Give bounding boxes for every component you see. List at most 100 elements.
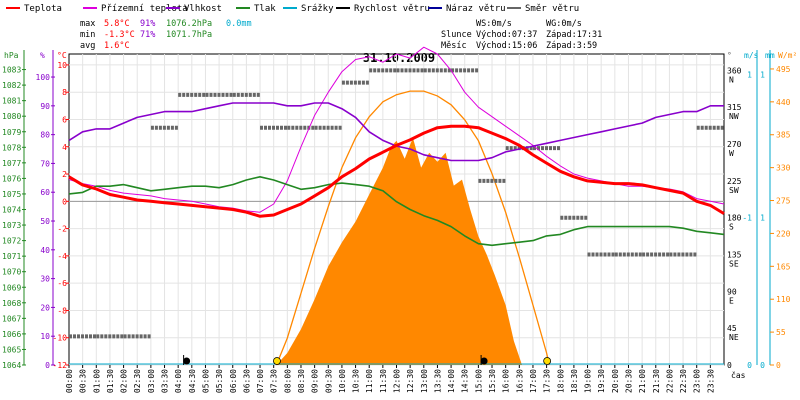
time-tick-label: 21:00 [638, 369, 647, 393]
time-tick-label: 09:00 [311, 369, 320, 393]
time-axis-ticks: 00:00 00:30 01:00 01:30 02:00 02:30 03:00 03:30… [65, 365, 715, 393]
unit-ms: m/s [744, 51, 759, 60]
stats-avg-temp: 1.6°C [104, 41, 130, 51]
stats-min-label: min [80, 30, 95, 40]
time-tick-label: 11:00 [365, 369, 374, 393]
time-tick-label: 04:30 [188, 369, 197, 393]
time-tick-label: 10:00 [338, 369, 347, 393]
time-tick-label: 02:30 [133, 369, 142, 393]
time-tick-label: 13:30 [433, 369, 442, 393]
pressure-tick-label: 1072 [2, 237, 21, 246]
time-tick-label: 18:00 [556, 369, 565, 393]
wind-direction-compass-label: E [729, 296, 734, 305]
pressure-tick-label: 1064 [2, 361, 21, 370]
time-tick-label: 12:00 [393, 369, 402, 393]
pressure-tick-label: 1082 [2, 81, 21, 90]
info-moon-label: Měsíc [441, 41, 467, 51]
info-sunrise: Východ:07:37 [476, 30, 537, 40]
wind-direction-tick-label: 0 [727, 361, 732, 370]
temperature-tick-label: 6 [62, 115, 67, 124]
pressure-tick-label: 1076 [2, 174, 21, 183]
stats-max-temp: 5.8°C [104, 19, 130, 29]
pressure-tick-label: 1069 [2, 283, 21, 292]
humidity-tick-label: 0 [45, 361, 50, 370]
stats-min-pressure: 1071.7hPa [166, 30, 212, 40]
wind-direction-compass-label: S [729, 223, 734, 232]
time-tick-label: 03:30 [161, 369, 170, 393]
wind-direction-tick-label: 270 [727, 140, 742, 149]
temperature-tick-label: -8 [57, 306, 67, 315]
time-tick-label: 00:30 [79, 369, 88, 393]
wind-speed-tick-label: 0 [747, 361, 752, 370]
pressure-tick-label: 1075 [2, 190, 21, 199]
solar-tick-label: 385 [776, 131, 791, 140]
time-tick-label: 08:30 [297, 369, 306, 393]
unit-celsius: °C [57, 51, 67, 60]
legend-label-wind-direction: Směr větru [525, 4, 579, 14]
wind-direction-layer [69, 68, 724, 339]
time-tick-label: 05:30 [215, 369, 224, 393]
temperature-tick-label: 8 [62, 88, 67, 97]
temperature-tick-label: 4 [62, 143, 67, 152]
wind-direction-compass-label: NW [729, 112, 739, 121]
time-tick-label: 00:00 [65, 369, 74, 393]
time-tick-label: 10:30 [352, 369, 361, 393]
info-wind-speed: WS:0m/s [476, 19, 512, 29]
temperature-tick-label: -4 [57, 252, 67, 261]
time-tick-label: 22:30 [679, 369, 688, 393]
stats-max-rain: 0.0mm [226, 19, 252, 29]
solar-radiation-layer [275, 90, 550, 366]
pressure-tick-label: 1081 [2, 97, 21, 106]
sunset-marker [543, 357, 552, 365]
pressure-tick-label: 1078 [2, 143, 21, 152]
pressure-tick-label: 1073 [2, 221, 21, 230]
time-tick-label: 16:00 [502, 369, 511, 393]
time-tick-label: 01:30 [106, 369, 115, 393]
solar-tick-label: 275 [776, 197, 791, 206]
axis-ticks: 1083108210811080107910781077107610751074… [2, 61, 791, 370]
stats-min-humidity: 71% [140, 30, 155, 40]
sun-moon-markers [183, 355, 552, 365]
series-line-teplota [68, 124, 725, 218]
time-tick-label: 17:30 [543, 369, 552, 393]
pressure-tick-label: 1077 [2, 159, 21, 168]
solar-tick-label: 55 [776, 328, 786, 337]
temperature-tick-label: -6 [57, 279, 67, 288]
unit-degrees: ° [727, 51, 732, 60]
wind-direction-compass-label: SE [729, 260, 739, 269]
temperature-tick-label: 2 [62, 170, 67, 179]
unit-hpa: hPa [4, 51, 19, 60]
wind-direction-compass-label: SW [729, 186, 739, 195]
time-tick-label: 04:00 [174, 369, 183, 393]
info-sunset: Západ:17:31 [546, 30, 602, 40]
solar-tick-label: 110 [776, 295, 791, 304]
time-tick-label: 21:30 [652, 369, 661, 393]
legend-label-temperature: Teplota [24, 4, 62, 14]
humidity-tick-label: 20 [40, 303, 50, 312]
info-moonset: Západ:3:59 [546, 41, 597, 51]
stats-max-pressure: 1076.2hPa [166, 19, 212, 29]
temperature-tick-label: -2 [57, 225, 67, 234]
wind-direction-tick-label: 135 [727, 251, 742, 260]
time-tick-label: 13:00 [420, 369, 429, 393]
legend: Teplota Přízemní teplota Vlhkost Tlak Sr… [6, 4, 579, 14]
time-tick-label: 20:30 [625, 369, 634, 393]
stats-min-temp: -1.3°C [104, 30, 135, 40]
time-tick-label: 01:00 [92, 369, 101, 393]
stats-max-label: max [80, 19, 95, 29]
wind-direction-tick-label: 45 [727, 324, 737, 333]
temperature-tick-label: -10 [53, 334, 68, 343]
solar-tick-label: 330 [776, 164, 791, 173]
time-tick-label: 12:30 [406, 369, 415, 393]
humidity-tick-label: 50 [40, 217, 50, 226]
wind-direction-tick-label: 225 [727, 177, 742, 186]
wind-speed-tick-label: -1 [742, 214, 752, 223]
temperature-tick-label: 0 [62, 197, 67, 206]
info-block: WS:0m/s WG:0m/s Slunce Východ:07:37 Zápa… [441, 19, 602, 51]
legend-label-humidity: Vlhkost [184, 4, 222, 14]
clear-sky-radiation-line [275, 90, 550, 366]
time-tick-label: 06:30 [242, 369, 251, 393]
stats-avg-label: avg [80, 41, 95, 51]
legend-label-wind-speed: Rychlost větru [354, 4, 430, 14]
